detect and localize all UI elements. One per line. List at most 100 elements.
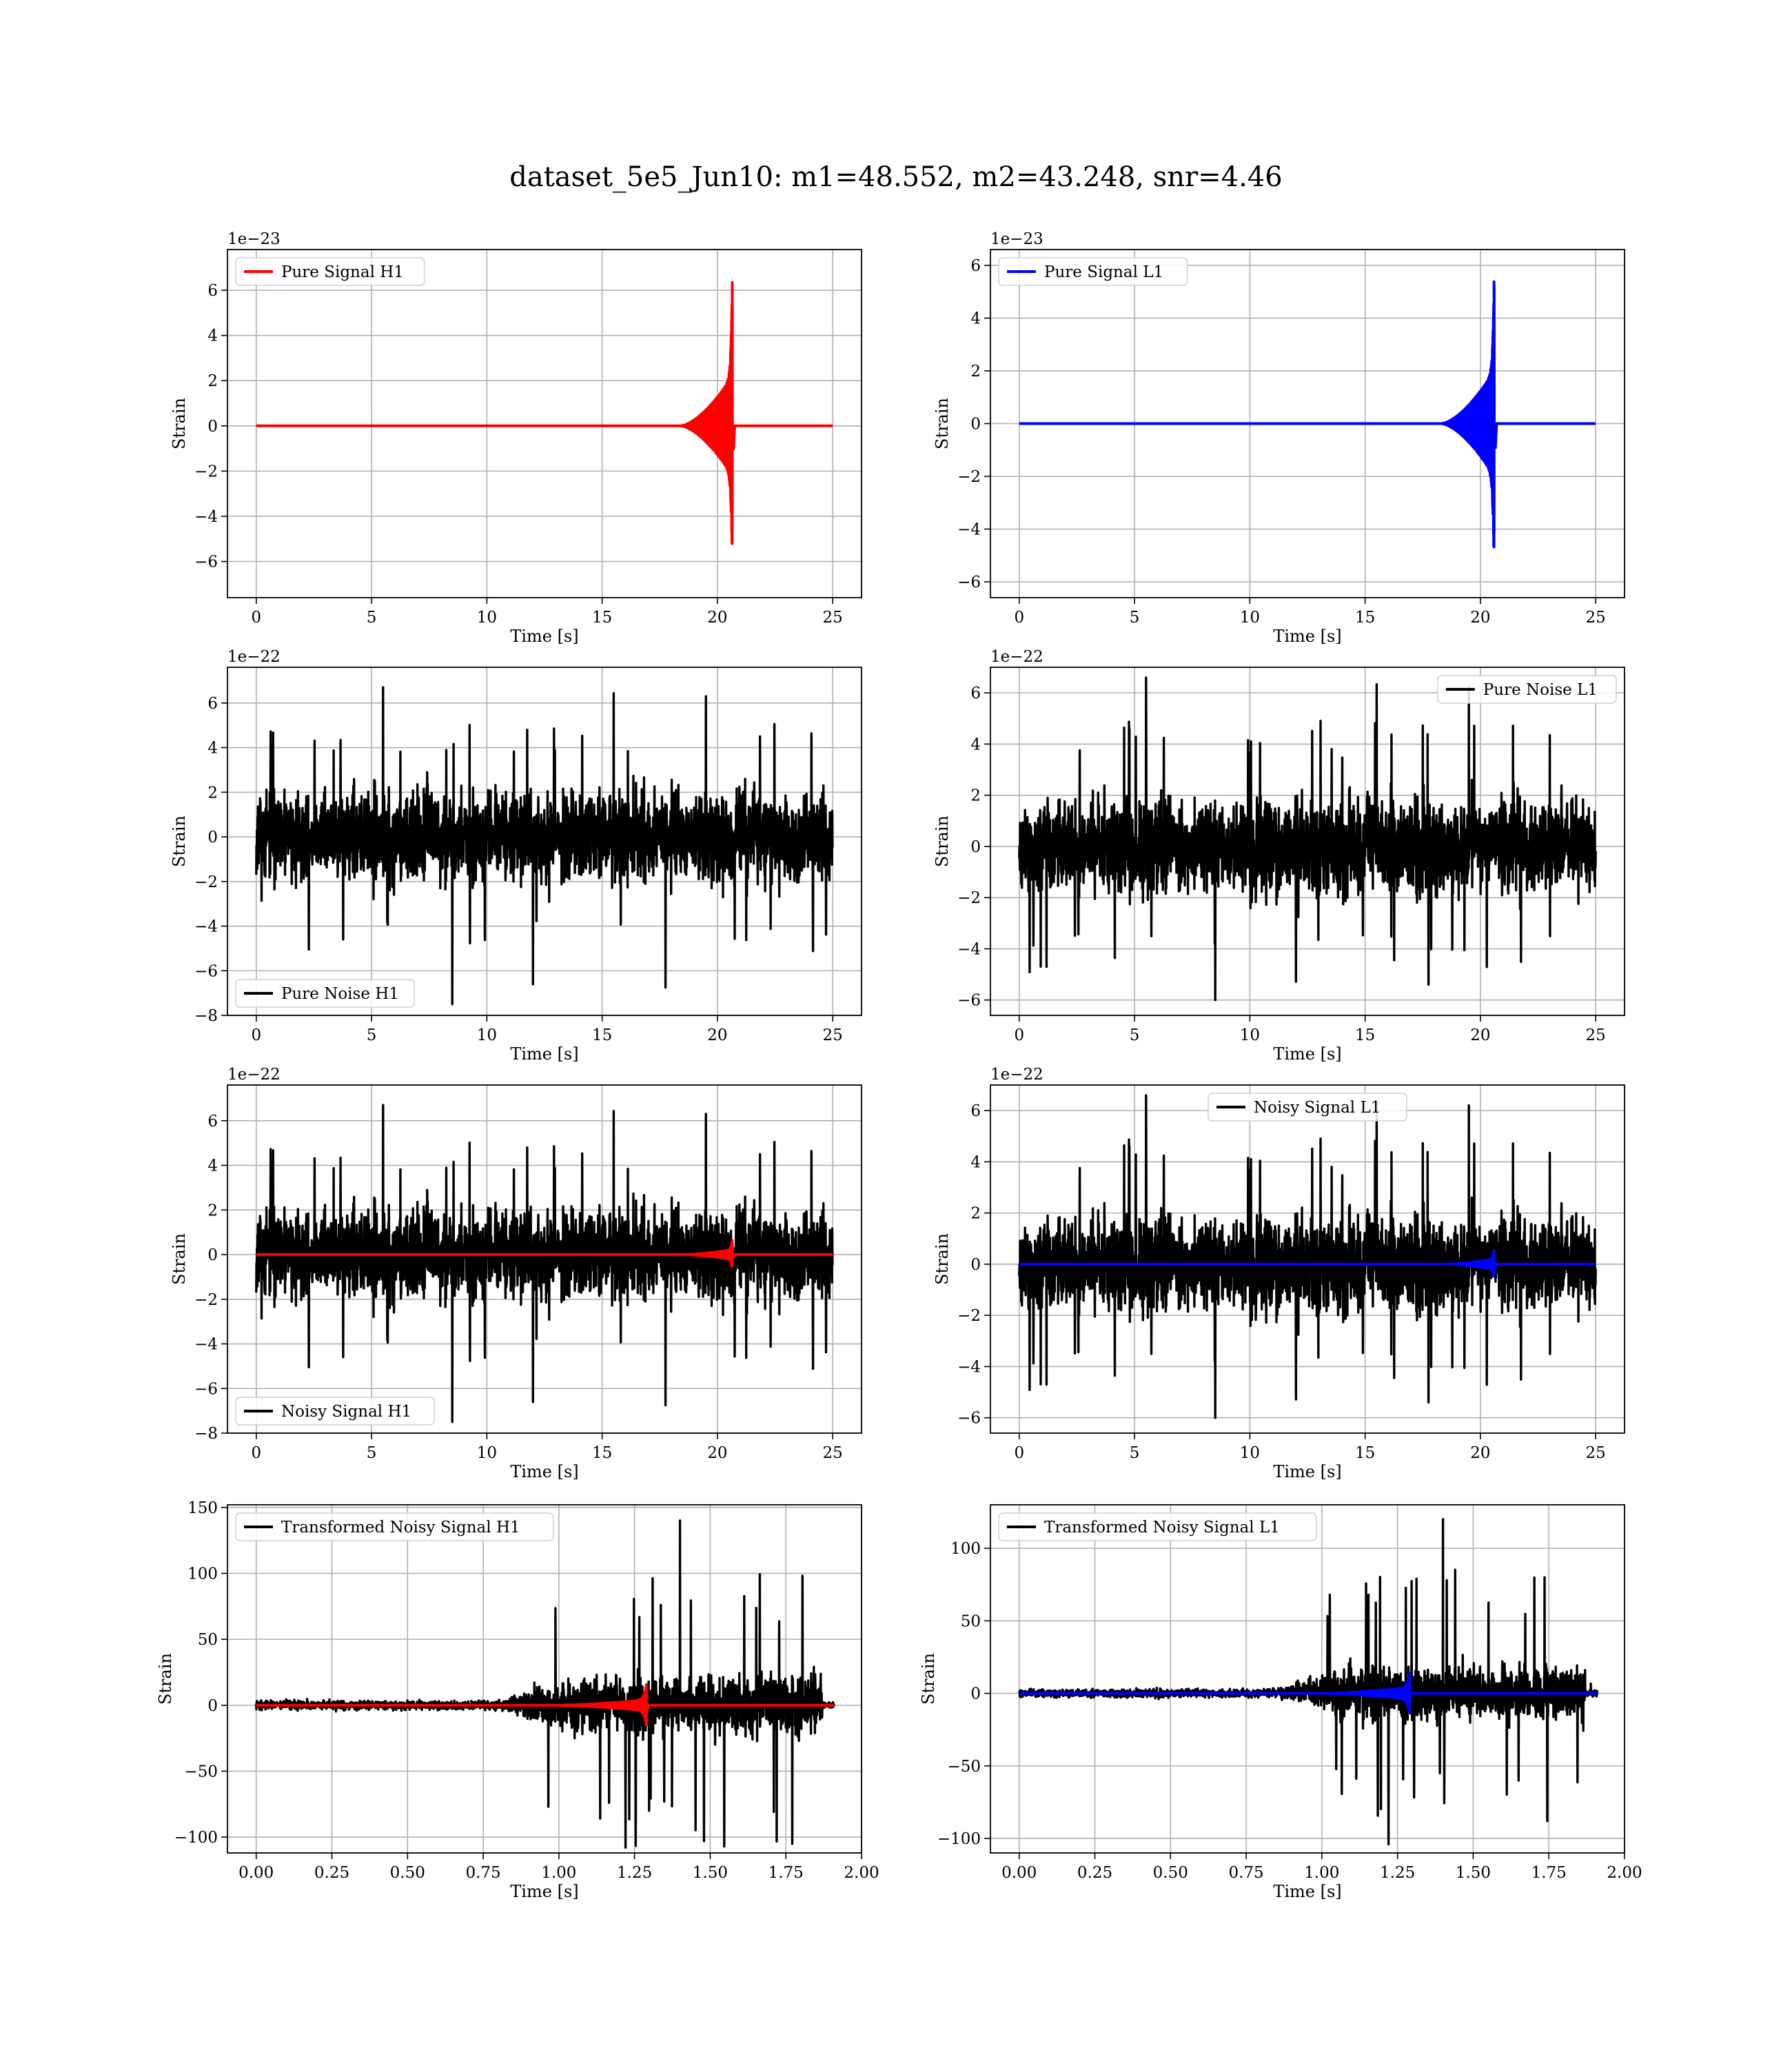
axes-frame xyxy=(227,1084,862,1434)
x-tick-label: 5 xyxy=(367,609,377,627)
axis-offset-text: 1e−22 xyxy=(990,648,1043,666)
y-tick-label: 100 xyxy=(950,1540,981,1558)
legend: Noisy Signal H1 xyxy=(235,1397,435,1426)
y-tick-label: −2 xyxy=(957,468,981,486)
legend-label: Transformed Noisy Signal L1 xyxy=(1044,1519,1280,1537)
y-axis-label: Strain xyxy=(933,398,952,449)
y-tick-label: 6 xyxy=(207,695,218,713)
axis-offset-text: 1e−22 xyxy=(227,1066,281,1084)
x-axis-label: Time [s] xyxy=(510,1882,578,1901)
x-tick-label: 5 xyxy=(367,1444,377,1462)
y-tick-label: 4 xyxy=(207,740,218,758)
legend: Noisy Signal L1 xyxy=(1208,1093,1407,1122)
y-tick-label: 4 xyxy=(970,736,981,753)
y-tick-label: −50 xyxy=(947,1758,981,1776)
axes-frame xyxy=(990,249,1625,598)
x-tick-label: 1.25 xyxy=(617,1864,652,1882)
y-tick-label: −100 xyxy=(174,1829,218,1847)
y-tick-label: −6 xyxy=(194,962,218,980)
y-tick-label: 2 xyxy=(207,1202,218,1219)
x-tick-label: 5 xyxy=(1130,1026,1140,1044)
legend-label: Noisy Signal H1 xyxy=(281,1403,411,1421)
subplot-8: 0.00 0.25 0.50 0.75 1.00 1.25 1.50 1.75 2.00 −100… xyxy=(919,1504,1642,1901)
x-tick-label: 20 xyxy=(707,1444,727,1462)
y-tick-label: 0 xyxy=(207,418,218,436)
y-tick-label: 6 xyxy=(207,282,218,300)
x-tick-label: 0 xyxy=(251,1444,261,1462)
axis-offset-text: 1e−22 xyxy=(990,1066,1043,1084)
legend-box xyxy=(235,257,425,286)
y-tick-label: −8 xyxy=(194,1007,218,1025)
plot-area xyxy=(1018,1518,1599,1846)
series-line-1 xyxy=(255,686,834,1006)
x-axis-label: Time [s] xyxy=(510,1462,578,1481)
x-axis-label: Time [s] xyxy=(510,627,578,646)
x-tick-label: 25 xyxy=(1586,1444,1606,1462)
y-tick-label: 0 xyxy=(207,1697,218,1715)
x-axis-label: Time [s] xyxy=(1273,1044,1341,1064)
x-tick-label: 20 xyxy=(1470,609,1490,627)
x-tick-label: 15 xyxy=(592,1026,612,1044)
x-tick-label: 10 xyxy=(477,1026,497,1044)
y-tick-label: −8 xyxy=(194,1425,218,1443)
legend: Pure Signal H1 xyxy=(235,257,425,286)
x-tick-label: 20 xyxy=(707,1026,727,1044)
subplot-5: 0 5 10 15 20 25 −8 −6 −4 −2 0 2 4 6 Time [s] Strain 1e−2… xyxy=(170,1066,862,1481)
y-tick-label: −100 xyxy=(937,1830,981,1848)
y-tick-label: 6 xyxy=(970,257,981,275)
x-tick-label: 2.00 xyxy=(1607,1864,1642,1882)
axis-offset-text: 1e−23 xyxy=(990,230,1043,248)
legend: Transformed Noisy Signal H1 xyxy=(235,1512,554,1541)
x-tick-label: 10 xyxy=(477,1444,497,1462)
legend-label: Noisy Signal L1 xyxy=(1254,1099,1381,1117)
series-line-1 xyxy=(256,281,833,545)
x-tick-label: 0.50 xyxy=(390,1864,425,1882)
y-tick-label: −4 xyxy=(194,918,218,936)
x-tick-label: 1.00 xyxy=(541,1864,576,1882)
series-line-1 xyxy=(255,1104,834,1423)
y-tick-label: −4 xyxy=(957,521,981,539)
plot-area xyxy=(1019,280,1596,549)
x-tick-label: 15 xyxy=(1355,1444,1375,1462)
y-tick-label: −6 xyxy=(194,554,218,571)
x-axis-label: Time [s] xyxy=(1273,627,1341,646)
legend-label: Pure Signal H1 xyxy=(281,263,404,281)
x-tick-label: 0 xyxy=(251,1026,261,1044)
legend-box xyxy=(1437,675,1617,704)
figure-title: dataset_5e5_Jun10: m1=48.552, m2=43.248,… xyxy=(509,161,1282,193)
axes-frame xyxy=(227,667,862,1016)
axis-ticks: 0 5 10 15 20 25 −6 −4 −2 0 2 4 6 xyxy=(194,250,862,627)
x-tick-label: 25 xyxy=(823,609,843,627)
x-tick-label: 10 xyxy=(1240,1444,1260,1462)
plot-area xyxy=(255,1104,834,1423)
y-tick-label: −2 xyxy=(194,873,218,891)
series-line-2 xyxy=(256,1683,835,1727)
series-line-1 xyxy=(1018,1094,1597,1419)
x-tick-label: 25 xyxy=(1586,1026,1606,1044)
x-tick-label: 10 xyxy=(1240,1026,1260,1044)
series-line-1 xyxy=(255,1519,836,1849)
y-tick-label: 6 xyxy=(207,1113,218,1131)
y-tick-label: 0 xyxy=(970,1256,981,1274)
x-tick-label: 1.50 xyxy=(693,1864,728,1882)
y-tick-label: 0 xyxy=(970,416,981,434)
axis-offset-text: 1e−22 xyxy=(227,648,281,666)
legend-label: Transformed Noisy Signal H1 xyxy=(281,1519,520,1537)
subplots-grid: 0 5 10 15 20 25 −6 −4 −2 0 2 4 6 Time [s] Strain 1e−23 P… xyxy=(156,230,1642,1901)
legend-box xyxy=(235,1512,554,1541)
y-tick-label: −2 xyxy=(957,889,981,907)
x-tick-label: 5 xyxy=(1130,1444,1140,1462)
legend: Transformed Noisy Signal L1 xyxy=(998,1512,1317,1541)
y-tick-label: 50 xyxy=(961,1612,981,1630)
subplot-7: 0.00 0.25 0.50 0.75 1.00 1.25 1.50 1.75 2.00 −100… xyxy=(156,1499,879,1901)
y-axis-label: Strain xyxy=(170,815,189,867)
y-tick-label: −4 xyxy=(957,1358,981,1376)
legend-box xyxy=(1208,1093,1407,1122)
subplot-1: 0 5 10 15 20 25 −6 −4 −2 0 2 4 6 Time [s] Strain 1e−23P… xyxy=(170,230,862,646)
x-tick-label: 15 xyxy=(592,1444,612,1462)
subplot-6: 0 5 10 15 20 25 −6 −4 −2 0 2 4 6 Time [s] Strain 1e−22 N… xyxy=(933,1066,1625,1481)
y-axis-label: Strain xyxy=(156,1653,175,1705)
x-tick-label: 5 xyxy=(1130,609,1140,627)
x-tick-label: 0.75 xyxy=(465,1864,500,1882)
